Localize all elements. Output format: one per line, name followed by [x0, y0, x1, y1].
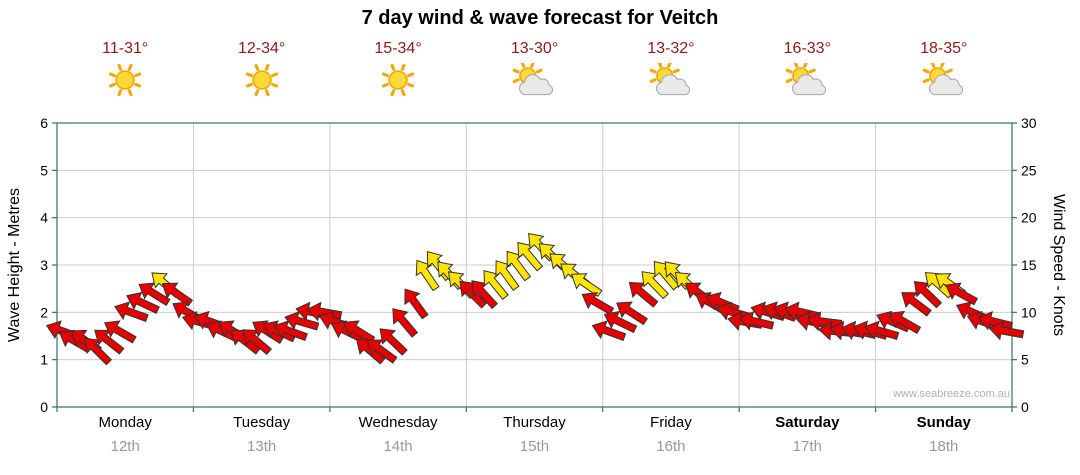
- svg-text:0: 0: [40, 399, 48, 415]
- day-header-thursday: 13-30°: [466, 40, 602, 97]
- svg-text:25: 25: [1021, 162, 1037, 178]
- temp-range: 13-30°: [510, 40, 559, 57]
- svg-text:2: 2: [40, 304, 48, 320]
- day-name: Monday: [98, 414, 152, 431]
- sunny-icon: [102, 63, 148, 97]
- day-name: Friday: [650, 414, 692, 431]
- svg-text:20: 20: [1021, 210, 1037, 226]
- watermark: www.seabreeze.com.au: [893, 388, 1010, 400]
- day-label-friday: Friday 16th: [603, 414, 739, 455]
- day-date: 16th: [656, 438, 686, 455]
- day-header-monday: 11-31°: [57, 40, 193, 97]
- day-header-friday: 13-32°: [603, 40, 739, 97]
- temp-range: 11-31°: [102, 40, 149, 57]
- day-name: Tuesday: [233, 414, 291, 431]
- svg-text:0: 0: [1021, 399, 1029, 415]
- day-date: 12th: [110, 438, 140, 455]
- svg-text:4: 4: [40, 210, 48, 226]
- svg-text:5: 5: [1021, 352, 1029, 368]
- day-date: 14th: [383, 438, 413, 455]
- temp-range: 12-34°: [237, 40, 286, 57]
- day-header-tuesday: 12-34°: [193, 40, 329, 97]
- svg-text:1: 1: [40, 352, 48, 368]
- svg-text:6: 6: [40, 115, 48, 131]
- partly-cloudy-icon: [511, 60, 557, 97]
- temp-range: 16-33°: [783, 40, 831, 57]
- day-date: 17th: [792, 438, 822, 455]
- sunny-icon: [375, 63, 421, 97]
- day-label-thursday: Thursday 15th: [466, 414, 602, 455]
- svg-text:5: 5: [40, 162, 48, 178]
- day-name: Saturday: [775, 414, 840, 431]
- temp-range: 18-35°: [920, 40, 968, 57]
- day-date: 15th: [519, 438, 550, 455]
- partly-cloudy-icon: [784, 60, 830, 97]
- day-label-saturday: Saturday 17th: [739, 414, 875, 455]
- day-label-tuesday: Tuesday 13th: [193, 414, 329, 455]
- temp-range: 13-32°: [647, 40, 695, 57]
- svg-text:3: 3: [40, 257, 48, 273]
- day-date: 13th: [247, 438, 277, 455]
- chart-title: 7 day wind & wave forecast for Veitch: [361, 7, 719, 29]
- day-label-sunday: Sunday 18th: [876, 414, 1012, 455]
- day-header-wednesday: 15-34°: [330, 40, 466, 97]
- day-name: Sunday: [916, 414, 971, 431]
- partly-cloudy-icon: [921, 60, 967, 97]
- svg-text:10: 10: [1021, 304, 1037, 320]
- day-label-monday: Monday 12th: [57, 414, 193, 455]
- day-name: Wednesday: [358, 414, 438, 431]
- day-date: 18th: [929, 438, 959, 455]
- daily-summary-row: 11-31° 12-34° 15-34° 13-30° 13-32° 16-33° 18-3…: [57, 40, 1012, 97]
- day-name: Thursday: [503, 414, 566, 431]
- svg-text:30: 30: [1021, 115, 1037, 131]
- day-labels-row: Monday 12th Tuesday 13th Wednesday 14th Thursd…: [57, 414, 1012, 455]
- sunny-icon: [239, 63, 285, 97]
- partly-cloudy-icon: [648, 60, 694, 97]
- day-label-wednesday: Wednesday 14th: [330, 414, 466, 455]
- day-header-sunday: 18-35°: [876, 40, 1012, 97]
- svg-text:15: 15: [1021, 257, 1037, 273]
- temp-range: 15-34°: [374, 40, 422, 57]
- day-header-saturday: 16-33°: [739, 40, 875, 97]
